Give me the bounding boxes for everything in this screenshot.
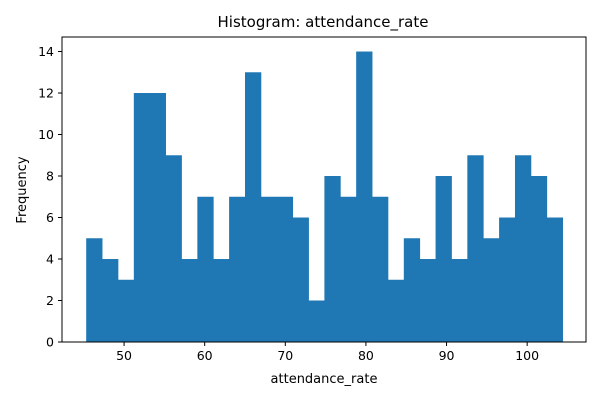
x-tick-label: 50 — [116, 348, 132, 363]
x-axis-label: attendance_rate — [271, 372, 378, 387]
histogram-bar — [229, 196, 246, 342]
x-tick-label: 80 — [358, 348, 374, 363]
histogram-bar — [387, 279, 405, 342]
histogram-bar — [403, 238, 421, 342]
histogram-bar — [467, 155, 484, 342]
histogram-bar — [260, 196, 278, 342]
histogram-bar — [276, 196, 294, 342]
histogram-bar — [451, 259, 468, 342]
histogram-bar — [149, 93, 166, 342]
histogram-bar — [117, 279, 135, 342]
histogram-bar — [181, 259, 198, 342]
histogram-bar — [514, 155, 532, 342]
y-tick-label: 10 — [38, 127, 54, 142]
histogram-bar — [197, 196, 214, 342]
plot-frame — [61, 36, 587, 343]
histogram-bar — [435, 176, 452, 342]
histogram-bar — [133, 93, 151, 342]
x-tick-label: 90 — [439, 348, 455, 363]
histogram-bar — [86, 238, 103, 342]
y-tick-label: 8 — [46, 169, 54, 184]
histogram-bar — [340, 196, 357, 342]
histogram-bar — [165, 155, 182, 342]
x-tick-label: 100 — [515, 348, 539, 363]
x-tick-label: 70 — [277, 348, 293, 363]
histogram-bar — [213, 259, 230, 342]
histogram-bar — [372, 196, 389, 342]
y-axis-ticks: 0 2 4 6 8 10 12 14 — [38, 44, 62, 350]
chart-title: Histogram: attendance_rate — [218, 13, 429, 32]
histogram-bar — [419, 259, 436, 342]
histogram-bar — [530, 176, 548, 342]
histogram-bar — [292, 217, 309, 342]
y-tick-label: 14 — [38, 44, 54, 59]
y-tick-label: 0 — [46, 335, 54, 350]
bars-group — [86, 51, 564, 343]
histogram-bar — [499, 217, 516, 342]
histogram-bar — [546, 217, 564, 342]
histogram-bar — [483, 238, 500, 342]
y-tick-label: 12 — [38, 86, 54, 101]
y-tick-label: 6 — [46, 210, 54, 225]
histogram-bar — [324, 176, 341, 342]
x-tick-label: 60 — [197, 348, 213, 363]
histogram-bar — [308, 300, 325, 342]
histogram-bar — [102, 259, 119, 342]
histogram-bar — [244, 72, 262, 343]
y-axis-label: Frequency — [15, 156, 30, 223]
histogram-bar — [356, 51, 373, 343]
y-tick-label: 2 — [46, 293, 54, 308]
x-axis-ticks: 50 60 70 80 90 100 — [116, 342, 539, 363]
y-tick-label: 4 — [46, 252, 54, 267]
